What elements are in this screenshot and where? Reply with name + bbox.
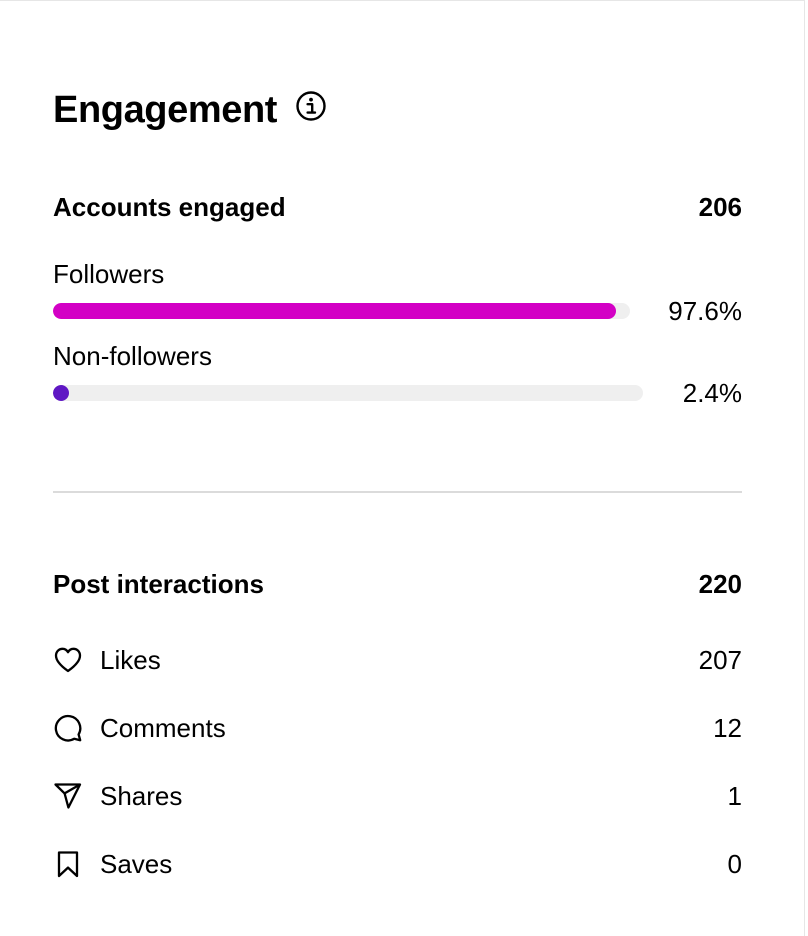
non-followers-bar-fill — [53, 385, 69, 401]
non-followers-label: Non-followers — [53, 341, 212, 371]
bookmark-icon — [53, 849, 83, 879]
engagement-header: Engagement — [53, 85, 327, 135]
saves-label: Saves — [100, 848, 173, 879]
accounts-engaged-value: 206 — [698, 191, 742, 222]
comments-row: Comments 12 — [53, 708, 742, 748]
likes-row: Likes 207 — [53, 640, 742, 680]
followers-percent: 97.6% — [668, 295, 742, 326]
non-followers-percent: 2.4% — [682, 377, 742, 408]
post-interactions-label: Post interactions — [53, 568, 264, 599]
shares-row: Shares 1 — [53, 776, 742, 816]
followers-label: Followers — [53, 259, 165, 289]
comments-value: 12 — [713, 712, 742, 743]
comment-icon — [53, 713, 83, 743]
comments-label: Comments — [100, 712, 226, 743]
followers-bar-fill — [53, 303, 616, 319]
shares-label: Shares — [100, 780, 183, 811]
accounts-engaged-label: Accounts engaged — [53, 191, 286, 222]
accounts-engaged-row: Accounts engaged 206 — [53, 187, 742, 227]
post-interactions-value: 220 — [698, 568, 742, 599]
saves-value: 0 — [727, 848, 742, 879]
paper-plane-icon — [53, 781, 83, 811]
page-title: Engagement — [53, 88, 278, 131]
followers-bar-track — [53, 303, 630, 319]
saves-row: Saves 0 — [53, 844, 742, 884]
likes-label: Likes — [100, 644, 161, 675]
non-followers-bar-track — [53, 385, 643, 401]
non-followers-bar-row: 2.4% — [53, 376, 742, 410]
section-divider — [53, 491, 742, 493]
post-interactions-row: Post interactions 220 — [53, 564, 742, 604]
shares-value: 1 — [727, 780, 742, 811]
likes-value: 207 — [698, 644, 742, 675]
heart-icon — [53, 645, 83, 675]
info-icon[interactable] — [295, 91, 327, 122]
followers-bar-row: 97.6% — [53, 294, 742, 328]
